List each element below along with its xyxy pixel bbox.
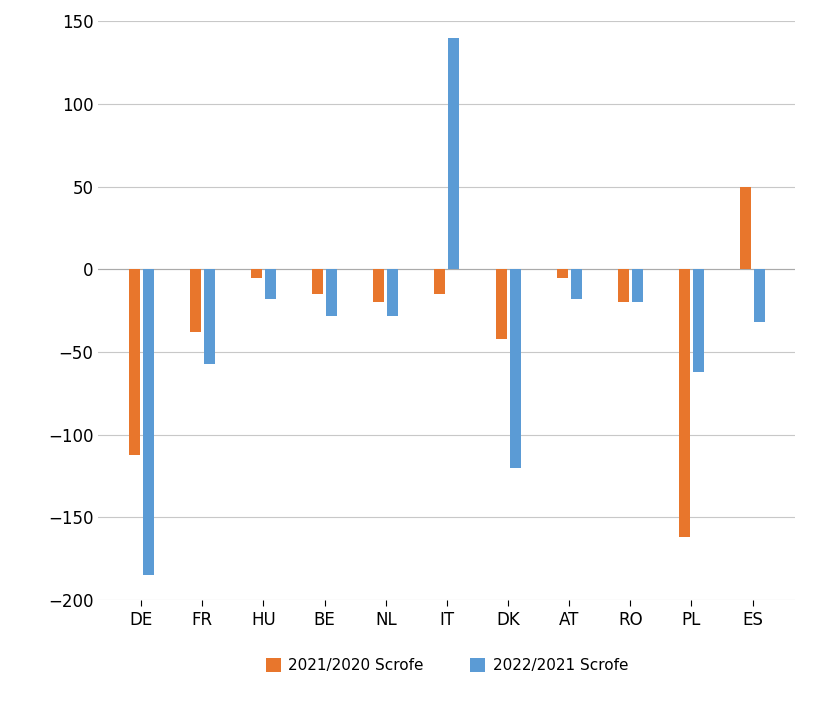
- Bar: [312, 269, 323, 294]
- Bar: [692, 269, 704, 372]
- Legend: 2021/2020 Scrofe, 2022/2021 Scrofe: 2021/2020 Scrofe, 2022/2021 Scrofe: [259, 652, 634, 679]
- Bar: [326, 269, 337, 316]
- Bar: [448, 37, 459, 269]
- Bar: [570, 269, 581, 299]
- Bar: [143, 269, 153, 575]
- Bar: [678, 269, 689, 537]
- Bar: [617, 269, 628, 302]
- Bar: [509, 269, 520, 468]
- Bar: [556, 269, 567, 277]
- Bar: [251, 269, 261, 277]
- Bar: [204, 269, 215, 364]
- Bar: [753, 269, 764, 322]
- Bar: [387, 269, 398, 316]
- Bar: [373, 269, 384, 302]
- Bar: [265, 269, 276, 299]
- Bar: [495, 269, 506, 339]
- Bar: [434, 269, 445, 294]
- Bar: [129, 269, 139, 455]
- Bar: [740, 186, 750, 269]
- Bar: [189, 269, 201, 332]
- Bar: [631, 269, 642, 302]
